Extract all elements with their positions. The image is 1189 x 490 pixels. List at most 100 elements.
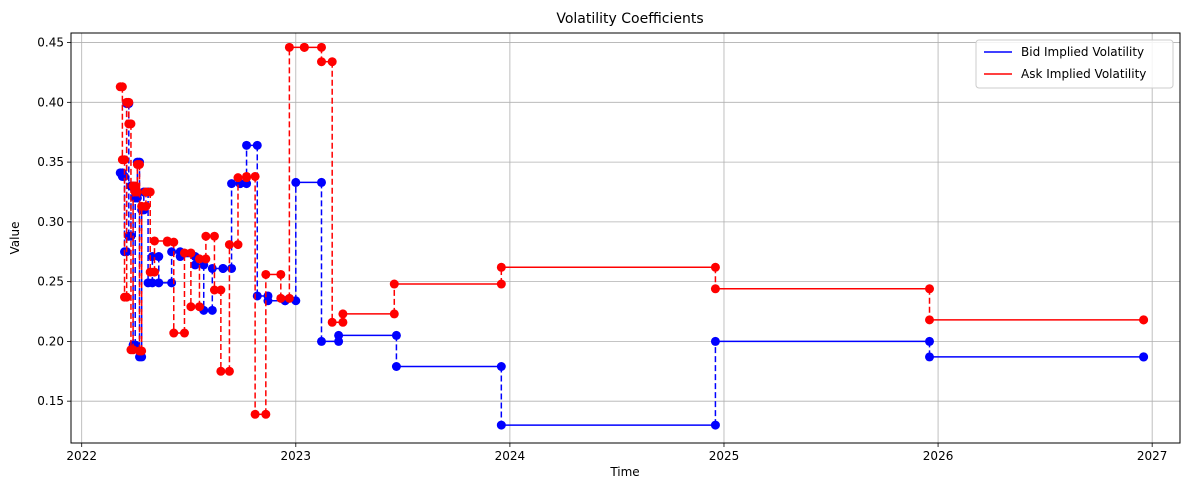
x-tick-label: 2025 bbox=[709, 449, 740, 463]
data-point bbox=[925, 336, 935, 346]
data-point bbox=[209, 231, 219, 241]
data-point bbox=[216, 366, 226, 376]
data-point bbox=[233, 173, 243, 183]
data-point bbox=[207, 305, 217, 315]
data-point bbox=[291, 177, 301, 187]
data-point bbox=[327, 57, 337, 67]
data-point bbox=[149, 236, 159, 246]
data-point bbox=[391, 361, 401, 371]
data-point bbox=[167, 247, 177, 257]
data-point bbox=[252, 291, 262, 301]
data-point bbox=[496, 262, 506, 272]
data-point bbox=[233, 240, 243, 250]
data-point bbox=[276, 293, 286, 303]
data-point bbox=[209, 285, 219, 295]
data-point bbox=[141, 187, 151, 197]
data-point bbox=[261, 409, 271, 419]
data-point bbox=[115, 82, 125, 92]
data-point bbox=[496, 279, 506, 289]
y-tick-label: 0.30 bbox=[37, 215, 64, 229]
data-point bbox=[167, 278, 177, 288]
data-point bbox=[261, 269, 271, 279]
legend-label-ask: Ask Implied Volatility bbox=[1021, 67, 1146, 81]
data-point bbox=[117, 171, 127, 181]
data-point bbox=[299, 42, 309, 52]
data-point bbox=[169, 237, 179, 247]
data-point bbox=[316, 336, 326, 346]
data-point bbox=[925, 352, 935, 362]
data-point bbox=[338, 309, 348, 319]
data-point bbox=[224, 240, 234, 250]
data-point bbox=[242, 171, 252, 181]
data-point bbox=[1139, 315, 1149, 325]
data-point bbox=[391, 330, 401, 340]
data-point bbox=[162, 237, 172, 247]
data-point bbox=[316, 42, 326, 52]
data-point bbox=[218, 263, 228, 273]
y-tick-label: 0.45 bbox=[37, 36, 64, 50]
data-point bbox=[710, 420, 720, 430]
data-point bbox=[252, 140, 262, 150]
y-tick-label: 0.20 bbox=[37, 334, 64, 348]
y-tick-label: 0.15 bbox=[37, 394, 64, 408]
x-tick-label: 2026 bbox=[923, 449, 954, 463]
data-point bbox=[284, 293, 294, 303]
y-tick-label: 0.40 bbox=[37, 95, 64, 109]
data-point bbox=[201, 231, 211, 241]
data-point bbox=[925, 315, 935, 325]
data-point bbox=[710, 284, 720, 294]
data-point bbox=[186, 248, 196, 258]
data-point bbox=[242, 140, 252, 150]
data-point bbox=[316, 177, 326, 187]
y-tick-label: 0.35 bbox=[37, 155, 64, 169]
data-point bbox=[227, 263, 237, 273]
data-point bbox=[216, 285, 226, 295]
data-point bbox=[186, 302, 196, 312]
data-point bbox=[224, 366, 234, 376]
data-point bbox=[179, 328, 189, 338]
chart-title: Volatility Coefficients bbox=[556, 11, 703, 27]
data-point bbox=[316, 57, 326, 67]
data-point bbox=[169, 328, 179, 338]
data-point bbox=[389, 279, 399, 289]
data-point bbox=[135, 346, 145, 356]
data-point bbox=[179, 248, 189, 258]
x-tick-label: 2027 bbox=[1137, 449, 1168, 463]
data-point bbox=[250, 409, 260, 419]
data-point bbox=[276, 269, 286, 279]
y-tick-label: 0.25 bbox=[37, 275, 64, 289]
data-point bbox=[496, 361, 506, 371]
data-point bbox=[143, 278, 153, 288]
data-point bbox=[194, 302, 204, 312]
data-point bbox=[1139, 352, 1149, 362]
data-point bbox=[389, 309, 399, 319]
data-point bbox=[334, 330, 344, 340]
plot-frame bbox=[70, 32, 1181, 444]
data-point bbox=[147, 252, 157, 262]
data-point bbox=[154, 278, 164, 288]
data-point bbox=[284, 42, 294, 52]
data-point bbox=[496, 420, 506, 430]
data-point bbox=[126, 345, 136, 355]
data-point bbox=[145, 267, 155, 277]
x-tick-label: 2023 bbox=[281, 449, 312, 463]
data-point bbox=[263, 296, 273, 306]
data-point bbox=[154, 252, 164, 262]
data-point bbox=[207, 263, 217, 273]
x-axis-label: Time bbox=[609, 465, 639, 479]
series-layer bbox=[115, 42, 1149, 430]
data-point bbox=[201, 254, 211, 264]
data-point bbox=[130, 187, 140, 197]
data-point bbox=[327, 317, 337, 327]
data-point bbox=[122, 97, 132, 107]
legend-label-bid: Bid Implied Volatility bbox=[1021, 45, 1144, 59]
legend: Bid Implied Volatility Ask Implied Volat… bbox=[975, 39, 1174, 89]
data-point bbox=[124, 119, 134, 129]
data-point bbox=[120, 292, 130, 302]
y-axis-label: Value bbox=[8, 222, 22, 255]
data-point bbox=[710, 336, 720, 346]
data-point bbox=[137, 201, 147, 211]
data-point bbox=[117, 155, 127, 165]
data-point bbox=[124, 231, 134, 241]
